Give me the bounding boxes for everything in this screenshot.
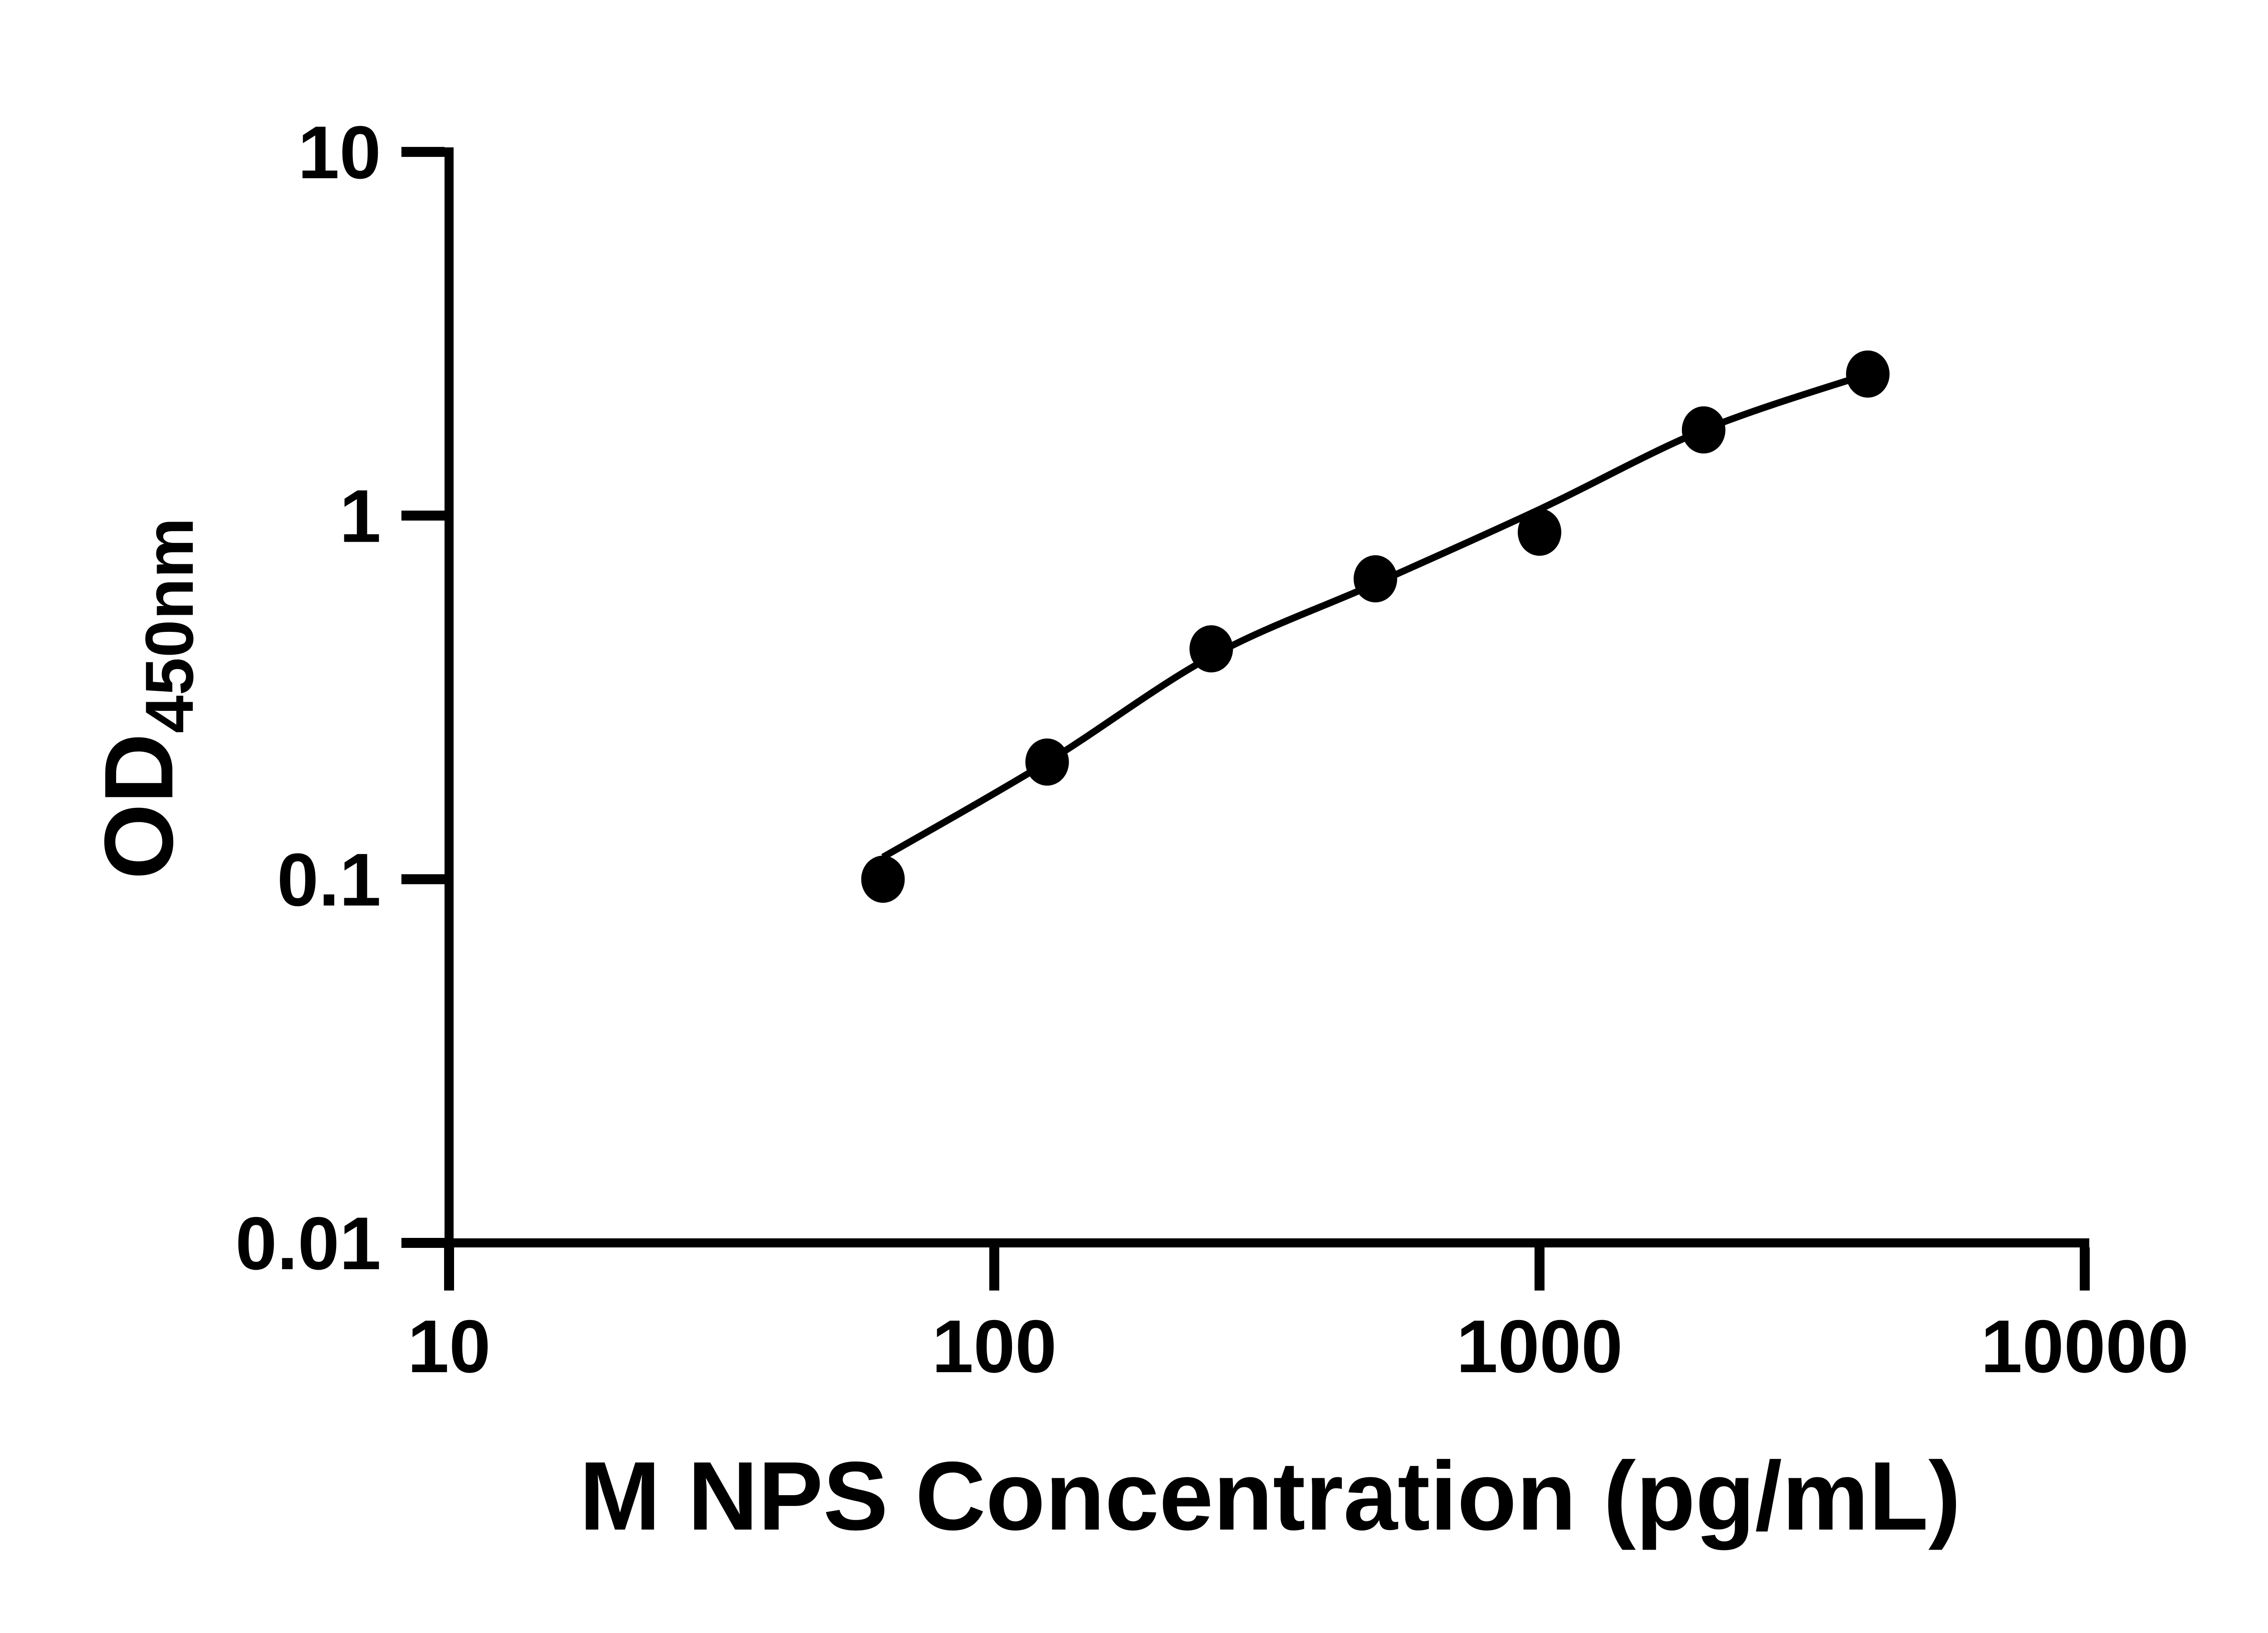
y-axis-title-subscript: 450nm (131, 518, 207, 733)
x-axis (444, 1238, 2090, 1291)
y-axis-tick-labels: 0.01 0.1 1 10 (235, 111, 381, 1285)
y-tick-label: 0.1 (277, 838, 381, 921)
y-axis (401, 147, 454, 1248)
x-axis-tick-labels: 10 100 1000 10000 (407, 1305, 2189, 1388)
x-tick-label: 10 (407, 1305, 491, 1388)
data-point (861, 856, 905, 903)
x-tick-label: 100 (932, 1305, 1056, 1388)
y-tick-label: 10 (298, 111, 381, 194)
data-points (861, 350, 1890, 903)
x-tick-label: 1000 (1456, 1305, 1623, 1388)
data-point (1189, 625, 1233, 673)
data-point (1846, 350, 1890, 398)
data-point (1518, 508, 1561, 556)
data-point (1681, 406, 1725, 454)
data-point (1354, 555, 1398, 602)
data-point (1025, 738, 1069, 786)
y-axis-title: OD450nm (84, 518, 207, 880)
x-tick-label: 10000 (1981, 1305, 2189, 1388)
x-axis-title: M NPS Concentration (pg/mL) (579, 1441, 1961, 1550)
y-axis-title-main: OD (84, 733, 193, 880)
y-tick-label: 1 (339, 474, 381, 558)
y-tick-label: 0.01 (235, 1202, 381, 1285)
